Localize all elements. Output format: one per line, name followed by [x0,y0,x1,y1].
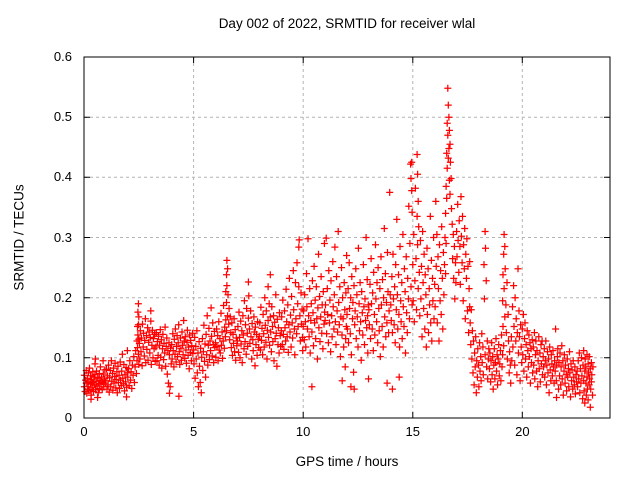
y-tick-label: 0.5 [53,109,72,125]
x-tick-label: 0 [80,424,88,439]
y-tick-label: 0.2 [53,289,72,305]
y-tick-label: 0 [64,410,72,425]
x-tick-label: 15 [405,424,420,439]
y-tick-label: 0.6 [53,49,72,64]
y-tick-label: 0.1 [53,349,72,365]
grid-lines [84,57,610,418]
x-axis-label: GPS time / hours [295,454,399,469]
data-points [80,84,597,411]
chart-title: Day 002 of 2022, SRMTID for receiver wla… [218,16,476,31]
y-tick-label: 0.4 [53,169,72,185]
x-tick-label: 20 [515,424,530,439]
y-tick-label: 0.3 [53,229,72,245]
x-tick-label: 5 [189,424,198,439]
x-tick-label: 10 [295,424,311,439]
axis-ticks [83,56,610,419]
